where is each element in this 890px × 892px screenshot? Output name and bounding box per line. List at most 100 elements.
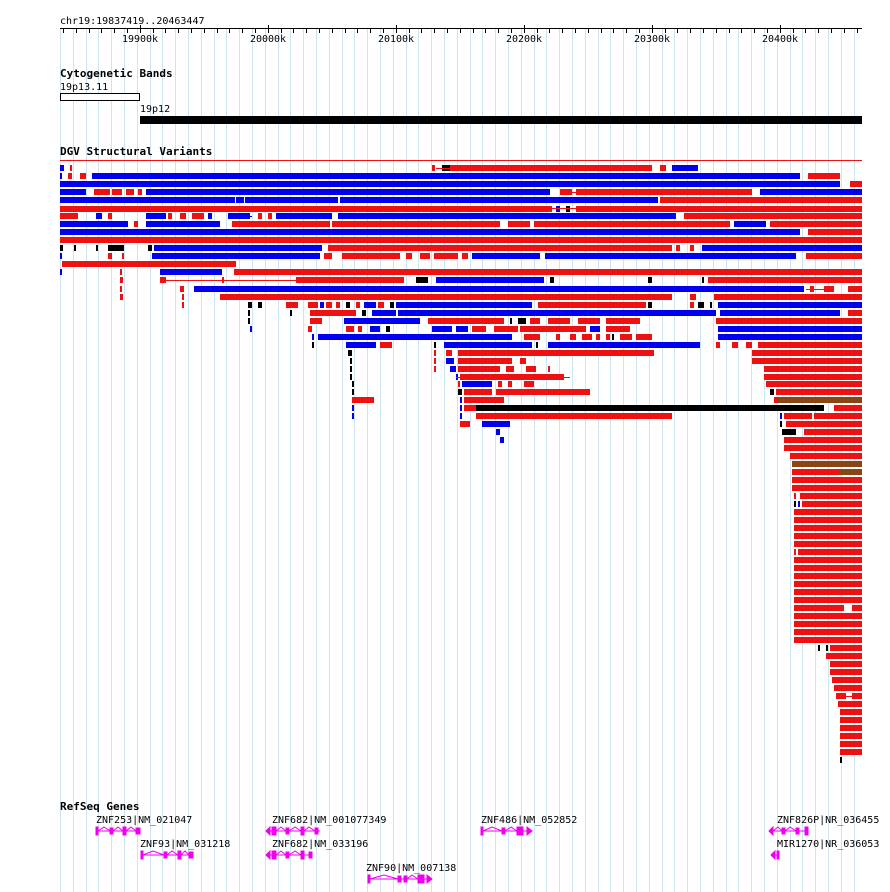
- dgv-variant[interactable]: [764, 366, 862, 372]
- dgv-variant[interactable]: [792, 485, 862, 491]
- dgv-variant[interactable]: [830, 669, 862, 675]
- dgv-variant[interactable]: [154, 245, 322, 251]
- dgv-variant[interactable]: [576, 189, 752, 195]
- dgv-variant[interactable]: [764, 374, 862, 380]
- dgv-variant[interactable]: [794, 501, 796, 507]
- dgv-variant[interactable]: [758, 342, 862, 348]
- dgv-variant[interactable]: [718, 334, 862, 340]
- dgv-variant[interactable]: [536, 342, 538, 348]
- dgv-variant[interactable]: [60, 213, 78, 219]
- dgv-variant[interactable]: [774, 397, 778, 403]
- dgv-variant[interactable]: [570, 334, 576, 340]
- dgv-variant[interactable]: [838, 701, 862, 707]
- dgv-variant[interactable]: [462, 381, 492, 387]
- gene-model-znf682-a[interactable]: [265, 825, 320, 837]
- dgv-variant[interactable]: [782, 429, 796, 435]
- gene-label-znf682-a[interactable]: ZNF682|NM_001077349: [272, 815, 387, 826]
- dgv-variant[interactable]: [456, 326, 468, 332]
- dgv-variant[interactable]: [690, 294, 696, 300]
- dgv-variant[interactable]: [60, 237, 862, 243]
- dgv-variant[interactable]: [794, 541, 862, 547]
- dgv-variant[interactable]: [444, 342, 532, 348]
- dgv-variant[interactable]: [146, 221, 220, 227]
- dgv-variant[interactable]: [548, 342, 700, 348]
- dgv-variant[interactable]: [146, 189, 550, 195]
- dgv-variant[interactable]: [496, 389, 590, 395]
- dgv-variant[interactable]: [794, 525, 862, 531]
- dgv-variant[interactable]: [482, 421, 510, 427]
- gene-label-znf682-b[interactable]: ZNF682|NM_033196: [272, 839, 369, 850]
- dgv-variant[interactable]: [462, 253, 468, 259]
- dgv-variant[interactable]: [794, 533, 862, 539]
- dgv-variant[interactable]: [792, 469, 840, 475]
- dgv-variant[interactable]: [378, 302, 384, 308]
- dgv-variant[interactable]: [352, 381, 354, 387]
- dgv-variant[interactable]: [538, 302, 646, 308]
- dgv-variant[interactable]: [834, 405, 862, 411]
- dgv-variant[interactable]: [548, 318, 570, 324]
- dgv-variant[interactable]: [690, 302, 694, 308]
- dgv-variant[interactable]: [458, 389, 462, 395]
- dgv-variant[interactable]: [806, 289, 834, 290]
- dgv-variant[interactable]: [710, 302, 712, 308]
- dgv-variant[interactable]: [308, 302, 318, 308]
- dgv-variant[interactable]: [94, 189, 110, 195]
- dgv-variant[interactable]: [798, 549, 862, 555]
- dgv-variant[interactable]: [290, 310, 292, 316]
- dgv-variant[interactable]: [496, 429, 500, 435]
- dgv-variant[interactable]: [718, 326, 862, 332]
- dgv-variant[interactable]: [60, 245, 63, 251]
- dgv-variant[interactable]: [446, 358, 454, 364]
- dgv-variant[interactable]: [74, 245, 76, 251]
- dgv-variant[interactable]: [560, 192, 576, 193]
- dgv-variant[interactable]: [234, 269, 862, 275]
- dgv-variant[interactable]: [596, 334, 600, 340]
- dgv-variant[interactable]: [798, 501, 800, 507]
- dgv-variant[interactable]: [848, 310, 862, 316]
- dgv-variant[interactable]: [250, 326, 252, 332]
- dgv-variant[interactable]: [826, 645, 828, 651]
- dgv-variant[interactable]: [460, 397, 462, 403]
- dgv-variant[interactable]: [460, 413, 462, 419]
- dgv-variant[interactable]: [420, 253, 430, 259]
- dgv-variant[interactable]: [702, 245, 862, 251]
- gene-model-znf90[interactable]: [367, 873, 433, 885]
- dgv-variant[interactable]: [286, 302, 298, 308]
- dgv-variant[interactable]: [794, 557, 862, 563]
- dgv-variant[interactable]: [350, 358, 352, 364]
- dgv-variant[interactable]: [324, 253, 332, 259]
- dgv-variant[interactable]: [336, 302, 340, 308]
- dgv-variant[interactable]: [530, 318, 540, 324]
- dgv-variant[interactable]: [96, 213, 102, 219]
- dgv-variant[interactable]: [606, 318, 640, 324]
- dgv-variant[interactable]: [456, 377, 570, 378]
- dgv-variant[interactable]: [296, 277, 404, 283]
- dgv-variant[interactable]: [458, 366, 500, 372]
- dgv-variant[interactable]: [848, 286, 862, 292]
- dgv-variant[interactable]: [732, 342, 738, 348]
- dgv-variant[interactable]: [70, 165, 72, 171]
- dgv-variant[interactable]: [464, 389, 492, 395]
- dgv-variant[interactable]: [794, 493, 796, 499]
- dgv-variant[interactable]: [346, 302, 350, 308]
- dgv-variant[interactable]: [434, 253, 458, 259]
- dgv-variant[interactable]: [434, 358, 436, 364]
- dgv-variant[interactable]: [794, 509, 862, 515]
- dgv-variant[interactable]: [830, 661, 862, 667]
- dgv-variant[interactable]: [182, 294, 184, 300]
- dgv-variant[interactable]: [556, 206, 560, 212]
- gene-model-znf682-b[interactable]: [265, 849, 313, 861]
- dgv-variant[interactable]: [60, 197, 235, 203]
- dgv-variant[interactable]: [372, 310, 396, 316]
- dgv-variant[interactable]: [790, 453, 862, 459]
- dgv-variant[interactable]: [464, 397, 504, 403]
- dgv-variant[interactable]: [500, 437, 504, 443]
- dgv-variant[interactable]: [96, 245, 98, 251]
- dgv-variant[interactable]: [708, 277, 862, 283]
- dgv-variant[interactable]: [566, 206, 570, 212]
- dgv-variant[interactable]: [840, 709, 862, 715]
- dgv-variant[interactable]: [60, 229, 800, 235]
- gene-label-znf253[interactable]: ZNF253|NM_021047: [96, 815, 193, 826]
- dgv-variant[interactable]: [362, 310, 366, 316]
- dgv-variant[interactable]: [352, 389, 354, 395]
